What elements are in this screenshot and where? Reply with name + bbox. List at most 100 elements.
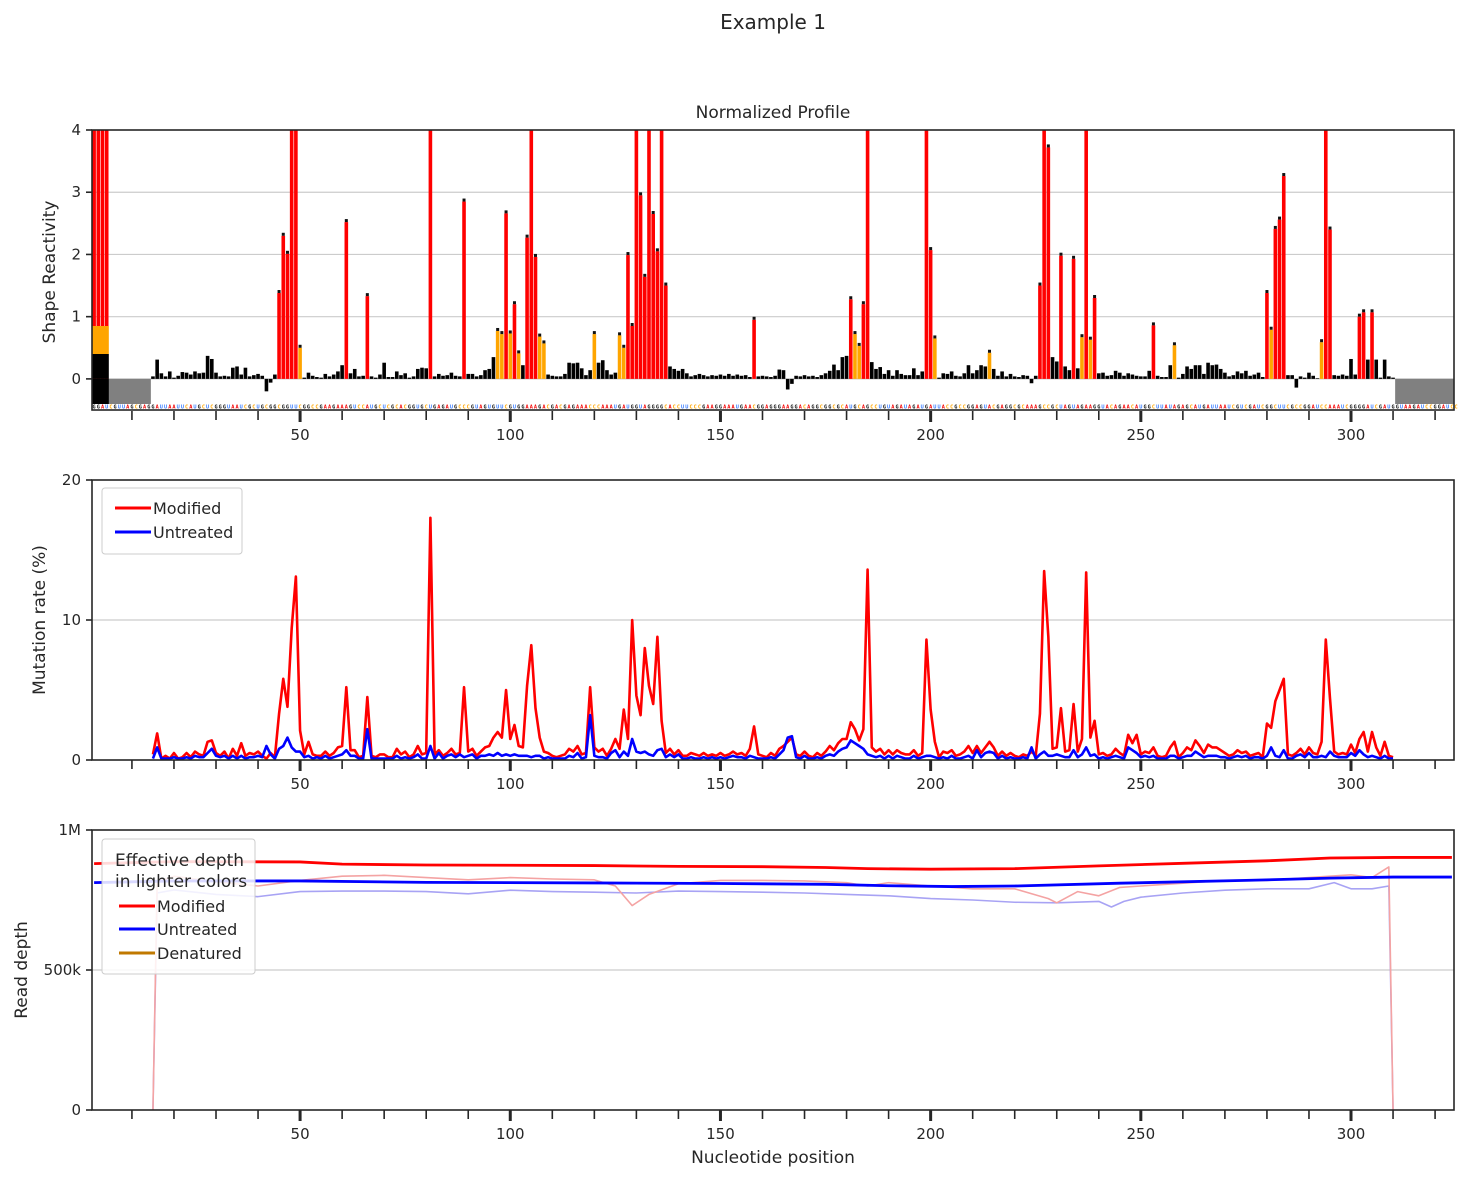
nucleotide-letter: G (631, 405, 634, 411)
nucleotide-letter: C (210, 405, 213, 411)
nucleotide-letter: C (1450, 405, 1453, 411)
reactivity-bar (798, 376, 803, 379)
reactivity-bar (163, 376, 168, 379)
reactivity-bar (777, 369, 782, 379)
nucleotide-letter: G (1413, 405, 1416, 411)
error-cap (1038, 282, 1042, 286)
nucleotide-letter: C (1190, 405, 1193, 411)
nucleotide-letter: A (807, 405, 811, 411)
reactivity-bar (1382, 359, 1387, 379)
x-tick-label: 250 (1127, 775, 1156, 793)
nucleotide-letter: C (946, 405, 949, 411)
reactivity-bar (327, 376, 332, 379)
reactivity-bar (268, 378, 273, 383)
nucleotide-letter: U (921, 405, 924, 411)
reactivity-bar (1075, 368, 1080, 379)
nucleotide-letter: A (1127, 405, 1131, 411)
reactivity-bar (1155, 375, 1160, 379)
reactivity-bar (378, 374, 382, 379)
nucleotide-letter: A (341, 405, 345, 411)
x-tick-label: 200 (916, 1125, 945, 1143)
reactivity-bar (731, 375, 735, 379)
nucleotide-letter: G (1249, 405, 1252, 411)
reactivity-bar (701, 375, 706, 379)
nucleotide-letter: A (1173, 405, 1177, 411)
nucleotide-letter: A (1034, 405, 1038, 411)
reactivity-bar (239, 374, 244, 379)
nucleotide-letter: U (383, 405, 386, 411)
reactivity-bar (1000, 371, 1004, 379)
nucleotide-letter: A (231, 405, 235, 411)
nucleotide-letter: A (168, 405, 172, 411)
nucleotide-letter: C (462, 405, 465, 411)
nucleotide-letter: C (803, 405, 806, 411)
error-cap (1072, 255, 1076, 259)
reactivity-bar (529, 130, 534, 379)
nucleotide-letter: C (395, 405, 398, 411)
reactivity-bar (735, 374, 740, 379)
reactivity-bar (1252, 374, 1257, 379)
reactivity-bar (479, 375, 483, 379)
reactivity-bar (840, 357, 845, 379)
reactivity-bar (1281, 176, 1286, 379)
modified-series-line (151, 516, 1394, 760)
nucleotide-letter: G (980, 405, 983, 411)
reactivity-bar (1361, 312, 1366, 379)
reactivity-bar (1054, 361, 1059, 379)
reactivity-bar (210, 358, 214, 379)
reactivity-bar (1067, 370, 1072, 379)
error-cap (1172, 342, 1176, 346)
depth-legend-title: Effective depth in lighter colors (115, 851, 247, 892)
reactivity-bar (310, 375, 315, 379)
nucleotide-letter: G (471, 405, 474, 411)
nucleotide-letter: A (1219, 405, 1223, 411)
reactivity-bar (966, 365, 971, 379)
reactivity-bar (975, 370, 979, 379)
nucleotide-letter: C (858, 405, 861, 411)
nucleotide-letter: U (1370, 405, 1373, 411)
reactivity-bar (344, 222, 349, 379)
reactivity-bar (634, 130, 639, 379)
nucleotide-letter: G (1068, 405, 1071, 411)
nucleotide-letter: U (1059, 405, 1062, 411)
reactivity-bar (1248, 375, 1252, 379)
reactivity-bar (1189, 368, 1194, 379)
nucleotide-letter: G (790, 405, 793, 411)
reactivity-bar (1391, 377, 1395, 379)
nucleotide-letter: U (1316, 405, 1319, 411)
reactivity-bar (748, 377, 752, 379)
reactivity-bar (1126, 373, 1131, 379)
nucleotide-letter: A (1366, 405, 1370, 411)
reactivity-bar (878, 367, 882, 379)
reactivity-bar (1088, 339, 1093, 379)
reactivity-bar (1139, 376, 1143, 379)
nucleotide-letter: C (311, 405, 314, 411)
no-data-region (1395, 378, 1454, 404)
reactivity-bar (437, 373, 441, 379)
nucleotide-letter: A (706, 405, 710, 411)
reactivity-bar (1302, 377, 1307, 379)
reactivity-bar (281, 235, 286, 379)
reactivity-bar (247, 376, 252, 379)
nucleotide-letter: A (235, 405, 239, 411)
nucleotide-letter: A (610, 405, 614, 411)
nucleotide-letter: A (1333, 405, 1337, 411)
reactivity-bar (512, 304, 517, 379)
reactivity-bar (1357, 316, 1362, 379)
nucleotide-letter: G (866, 405, 869, 411)
reactivity-bar (802, 375, 807, 379)
reactivity-bar (1122, 375, 1126, 379)
nucleotide-letter: C (1320, 405, 1323, 411)
nucleotide-letter: A (568, 405, 572, 411)
x-tick-label: 300 (1337, 426, 1366, 444)
nucleotide-letter: C (1047, 405, 1050, 411)
reactivity-bar (903, 375, 908, 379)
reactivity-bar (1231, 375, 1236, 379)
nucleotide-letter: A (1181, 405, 1185, 411)
nucleotide-letter: G (1291, 405, 1294, 411)
nucleotide-letter: C (362, 405, 365, 411)
error-cap (298, 344, 302, 348)
reactivity-bar (104, 130, 109, 379)
nucleotide-letter: C (1425, 405, 1428, 411)
nucleotide-letter: G (391, 405, 394, 411)
